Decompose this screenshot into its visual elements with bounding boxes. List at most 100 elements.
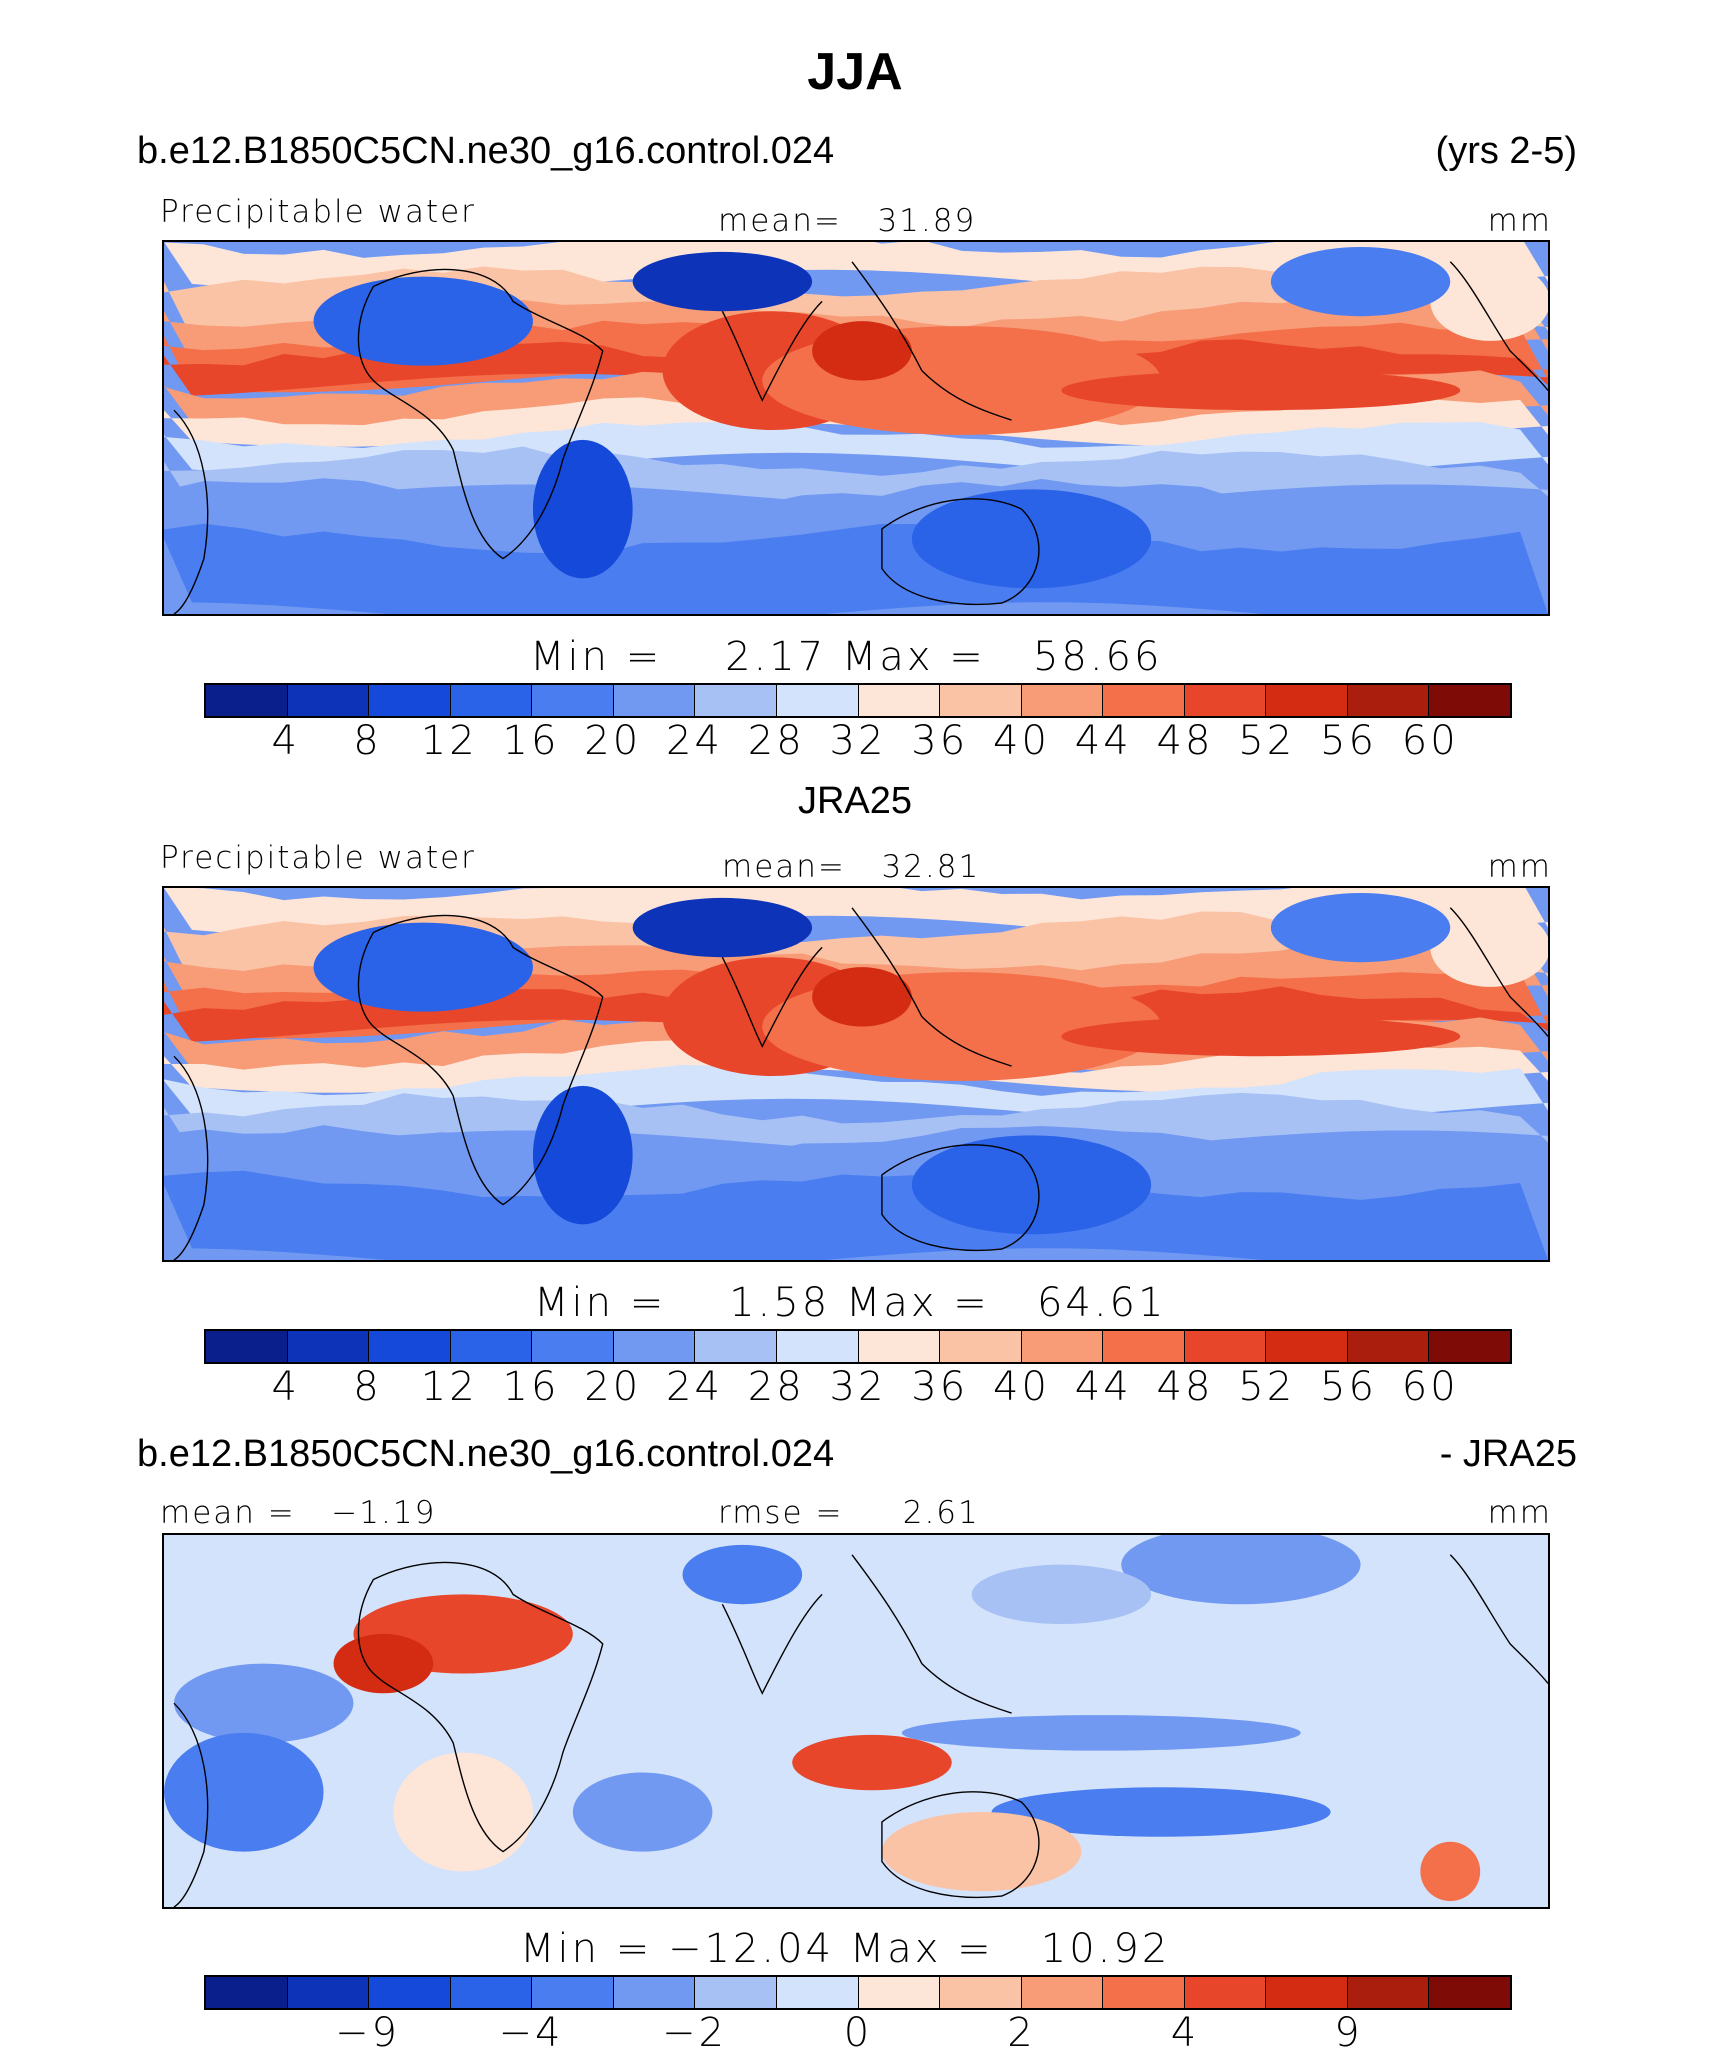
panel-case-suffix: - JRA25 — [1439, 1433, 1577, 1475]
colorbar-cell — [287, 1331, 370, 1362]
min-max-label: Min = 1.58 Max = 64.61 — [534, 1280, 1167, 1326]
colorbar-cell — [940, 1331, 1022, 1362]
colorbar-cell — [695, 685, 777, 716]
min-value: −12.04 — [667, 1926, 834, 1972]
mean-label: mean= 31.89 — [718, 203, 977, 239]
colorbar-cell — [1429, 1331, 1510, 1362]
colorbar-cell — [1347, 685, 1430, 716]
colorbar-tick-label: 8 — [353, 718, 382, 764]
colorbar-tick-label: 12 — [420, 1364, 478, 1410]
max-label: Max — [849, 1926, 942, 1972]
colorbar-tick-label: 16 — [502, 1364, 560, 1410]
colorbar — [204, 683, 1512, 718]
max-label: Max — [841, 634, 934, 680]
colorbar-cell — [206, 685, 288, 716]
precipitable-water-field — [164, 888, 1548, 1260]
colorbar-tick-label: −2 — [662, 2010, 727, 2056]
colorbar-cell — [532, 685, 614, 716]
colorbar-cell — [1266, 1331, 1348, 1362]
precipitable-water-diff-field — [164, 1535, 1548, 1907]
panel-years-label: (yrs 2-5) — [1435, 130, 1577, 172]
colorbar-tick-label: 40 — [993, 718, 1050, 764]
colorbar-tick-label: 0 — [843, 2010, 873, 2056]
colorbar-tick-label: −9 — [335, 2010, 400, 2056]
colorbar-cell — [1103, 1977, 1185, 2008]
colorbar-cell — [450, 685, 533, 716]
colorbar-cell — [940, 1977, 1022, 2008]
colorbar-tick-label: 20 — [584, 1364, 642, 1410]
rmse-label: rmse = 2.61 — [718, 1495, 980, 1531]
colorbar-tick-label: 52 — [1238, 1364, 1296, 1410]
colorbar-cell — [776, 1331, 859, 1362]
units-label: mm — [1487, 849, 1552, 885]
colorbar-cell — [1347, 1331, 1430, 1362]
variable-label: Precipitable water — [160, 194, 476, 230]
min-label: Min — [520, 1926, 600, 1972]
colorbar-cell — [1021, 1331, 1104, 1362]
colorbar-tick-label: 2 — [1007, 2010, 1036, 2056]
page-title: JJA — [807, 43, 903, 101]
min-label: Min — [530, 634, 610, 680]
map-plot — [162, 886, 1550, 1262]
colorbar-cell — [695, 1977, 777, 2008]
colorbar-ticks: 4 8 12 16 20 24 28 32 36 40 44 48 52 56 60 — [204, 1364, 1512, 1414]
colorbar-cell — [695, 1331, 777, 1362]
map-plot — [162, 240, 1550, 616]
colorbar-tick-label: 32 — [829, 1364, 887, 1410]
colorbar-cell — [1103, 685, 1185, 716]
max-value: 58.66 — [1032, 634, 1163, 680]
mean-label: mean= 32.81 — [722, 849, 981, 885]
colorbar-tick-label: 44 — [1074, 718, 1132, 764]
colorbar-cell — [1184, 685, 1267, 716]
colorbar-cell — [450, 1331, 533, 1362]
colorbar-tick-label: 12 — [420, 718, 478, 764]
colorbar-cell — [287, 685, 370, 716]
colorbar-cell — [532, 1331, 614, 1362]
colorbar-cell — [450, 1977, 533, 2008]
panel-case-name: b.e12.B1850C5CN.ne30_g16.control.024 — [137, 1433, 835, 1475]
min-max-label: Min = −12.04 Max = 10.92 — [520, 1926, 1171, 1972]
colorbar-cell — [532, 1977, 614, 2008]
units-label: mm — [1487, 1495, 1552, 1531]
map-plot — [162, 1533, 1550, 1909]
units-label: mm — [1487, 203, 1552, 239]
min-label: Min — [534, 1280, 614, 1326]
colorbar-tick-label: 36 — [911, 1364, 969, 1410]
colorbar-cell — [1266, 1977, 1348, 2008]
colorbar-tick-label: 24 — [666, 718, 723, 764]
colorbar-cell — [1021, 1977, 1104, 2008]
colorbar-tick-label: 28 — [747, 718, 805, 764]
colorbar-tick-label: 60 — [1401, 1364, 1459, 1410]
colorbar-tick-label: 48 — [1156, 718, 1214, 764]
colorbar-ticks: −9 −4 −2 0 2 4 9 — [204, 2010, 1512, 2060]
colorbar-tick-label: 4 — [271, 718, 300, 764]
panel-case-name: b.e12.B1850C5CN.ne30_g16.control.024 — [137, 130, 835, 172]
colorbar-tick-label: 44 — [1074, 1364, 1132, 1410]
mean-label: mean = −1.19 — [160, 1495, 437, 1531]
colorbar-cell — [613, 1331, 696, 1362]
colorbar-tick-label: 32 — [829, 718, 887, 764]
max-value: 10.92 — [1040, 1926, 1171, 1972]
colorbar-cell — [369, 1331, 451, 1362]
colorbar-tick-label: 36 — [911, 718, 969, 764]
max-value: 64.61 — [1036, 1280, 1167, 1326]
colorbar-tick-label: 9 — [1334, 2010, 1363, 2056]
colorbar-tick-label: 16 — [502, 718, 560, 764]
colorbar-tick-label: 20 — [584, 718, 642, 764]
colorbar-tick-label: 56 — [1320, 718, 1377, 764]
colorbar — [204, 1975, 1512, 2010]
colorbar-tick-label: 56 — [1320, 1364, 1377, 1410]
colorbar-cell — [1103, 1331, 1185, 1362]
colorbar-tick-label: 24 — [666, 1364, 723, 1410]
colorbar-cell — [613, 685, 696, 716]
panel-case-name: JRA25 — [797, 780, 913, 822]
colorbar-cell — [369, 1977, 451, 2008]
colorbar-tick-label: 4 — [271, 1364, 300, 1410]
colorbar-cell — [858, 1977, 941, 2008]
colorbar-cell — [1184, 1977, 1267, 2008]
min-max-label: Min = 2.17 Max = 58.66 — [530, 634, 1163, 680]
colorbar-cell — [1347, 1977, 1430, 2008]
colorbar-tick-label: −4 — [498, 2010, 564, 2056]
colorbar-tick-label: 8 — [353, 1364, 382, 1410]
variable-label: Precipitable water — [160, 840, 476, 876]
